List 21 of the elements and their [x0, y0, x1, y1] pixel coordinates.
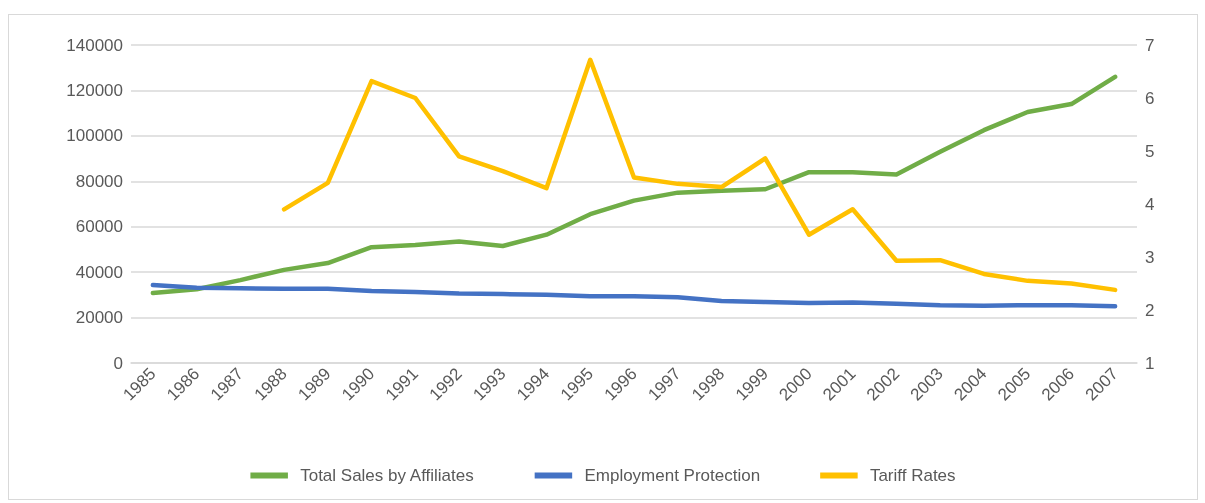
y2-tick-label: 5 [1145, 141, 1155, 161]
legend-label: Employment Protection [584, 466, 761, 485]
y2-tick-label: 6 [1145, 88, 1155, 108]
legend-label: Total Sales by Affiliates [300, 466, 474, 485]
line-series [281, 57, 1118, 293]
legend-label: Tariff Rates [869, 466, 956, 485]
y-tick-label: 140000 [66, 35, 123, 55]
line-series [150, 282, 1118, 309]
line-series [150, 74, 1118, 296]
y-tick-label: 120000 [66, 80, 123, 100]
y-tick-label: 60000 [75, 217, 123, 237]
y-tick-label: 100000 [66, 126, 123, 146]
y-tick-label: 80000 [75, 171, 123, 191]
y2-tick-label: 7 [1145, 35, 1155, 55]
y2-tick-label: 3 [1145, 247, 1155, 267]
y-tick-label: 0 [113, 353, 123, 373]
y-tick-label: 40000 [75, 262, 123, 282]
y-tick-label: 20000 [75, 308, 123, 328]
y2-tick-label: 2 [1145, 300, 1155, 320]
y2-tick-label: 1 [1145, 353, 1155, 373]
y2-tick-label: 4 [1145, 194, 1155, 214]
